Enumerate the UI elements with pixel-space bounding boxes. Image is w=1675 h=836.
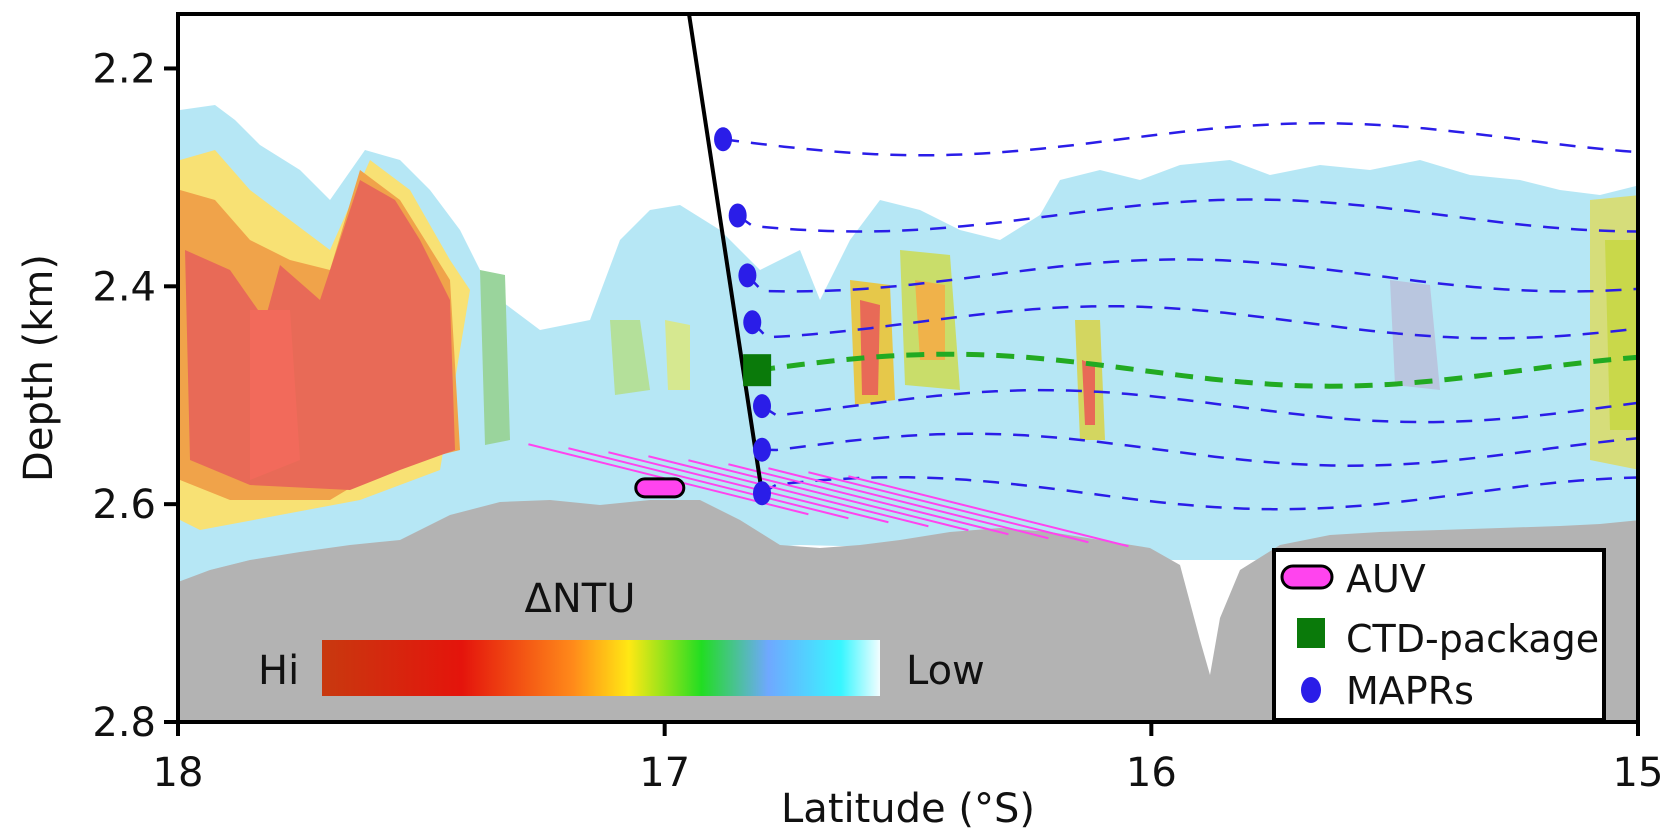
x-tick-label: 15: [1613, 750, 1664, 796]
legend-mapr-label: MAPRs: [1346, 669, 1474, 713]
legend-mapr-marker: [1301, 677, 1321, 703]
colorbar-title: ΔNTU: [525, 576, 636, 622]
mapr-point: [738, 263, 756, 287]
mapr-point: [753, 438, 771, 462]
colorbar-high-label: Hi: [258, 648, 299, 694]
x-tick-label: 18: [153, 750, 204, 796]
x-tick-label: 17: [639, 750, 690, 796]
legend-auv-label: AUV: [1346, 557, 1426, 601]
y-axis-title: Depth (km): [16, 254, 62, 482]
mapr-track-line: [723, 123, 1638, 155]
auv-point: [636, 479, 684, 497]
legend: AUV CTD-package MAPRs: [1274, 550, 1604, 720]
mapr-point: [743, 310, 761, 334]
mapr-point: [753, 394, 771, 418]
mapr-point: [714, 127, 732, 151]
legend-auv-marker: [1282, 566, 1332, 588]
x-axis-title: Latitude (°S): [781, 786, 1035, 832]
y-tick-label: 2.8: [92, 700, 156, 746]
legend-ctd-label: CTD-package: [1346, 617, 1599, 661]
y-tick-label: 2.2: [92, 46, 156, 92]
x-tick-label: 16: [1126, 750, 1177, 796]
y-tick-label: 2.4: [92, 264, 156, 310]
colorbar-low-label: Low: [906, 648, 985, 694]
colorbar-gradient: [322, 640, 880, 696]
mapr-point: [729, 204, 747, 228]
ctd-point: [743, 354, 771, 386]
mapr-point: [753, 481, 771, 505]
y-tick-label: 2.6: [92, 482, 156, 528]
legend-ctd-marker: [1297, 618, 1325, 648]
